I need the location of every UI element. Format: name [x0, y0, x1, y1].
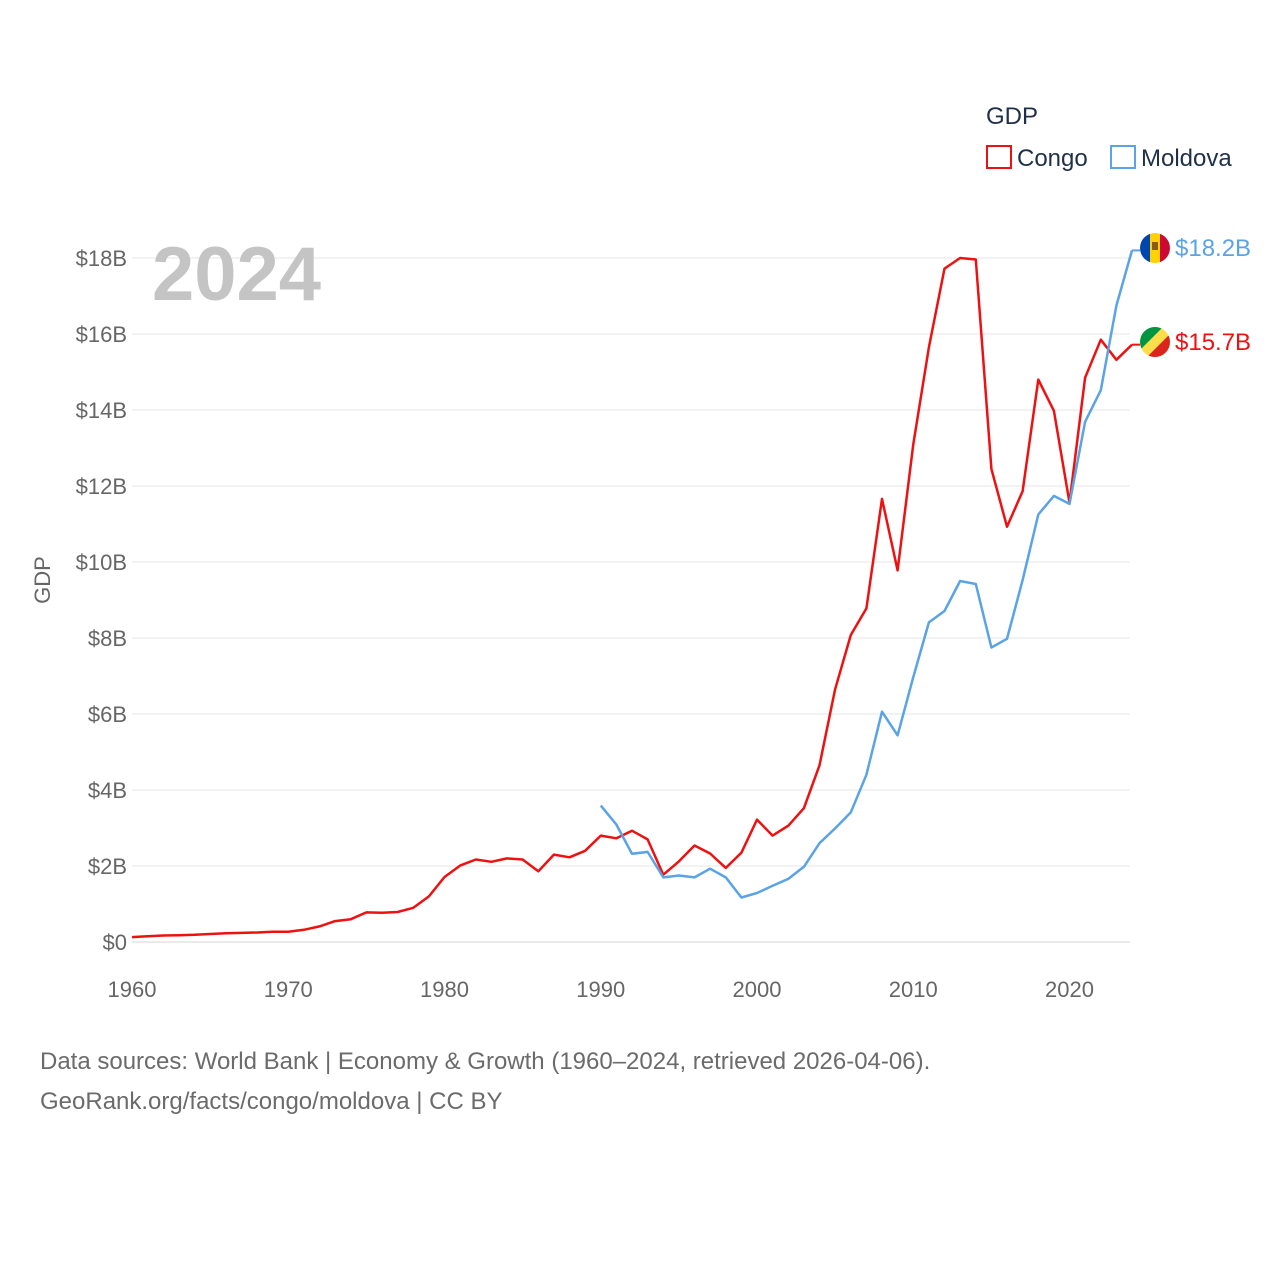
y-tick-label: $10B: [76, 550, 127, 575]
y-axis-ticks: $0 $2B $4B $6B $8B $10B $12B $14B $16B $18B: [76, 246, 127, 955]
series-lines: [131, 249, 1140, 939]
year-label: 2024: [152, 232, 321, 317]
legend-swatch-congo: [986, 145, 1012, 169]
x-tick-label: 1970: [264, 977, 313, 1002]
x-tick-label: 2010: [889, 977, 938, 1002]
y-tick-label: $8B: [88, 626, 127, 651]
y-tick-label: $14B: [76, 398, 127, 423]
y-tick-label: $0: [103, 930, 127, 955]
x-tick-label: 1990: [576, 977, 625, 1002]
source-line-1: Data sources: World Bank | Economy & Gro…: [40, 1048, 931, 1075]
y-tick-label: $2B: [88, 854, 127, 879]
legend-item-moldova[interactable]: Moldova: [1110, 145, 1232, 172]
y-axis-label: GDP: [30, 556, 55, 604]
source-line-2[interactable]: GeoRank.org/facts/congo/moldova | CC BY: [40, 1088, 503, 1115]
y-tick-label: $6B: [88, 702, 127, 727]
x-axis-ticks: 1960 1970 1980 1990 2000 2010 2020: [108, 977, 1094, 1002]
source-note: Data sources: World Bank | Economy & Gro…: [40, 1042, 930, 1122]
y-tick-label: $12B: [76, 474, 127, 499]
y-tick-label: $16B: [76, 322, 127, 347]
x-tick-label: 2000: [733, 977, 782, 1002]
legend[interactable]: GDP Congo Moldova: [986, 103, 1232, 172]
legend-item-congo[interactable]: Congo: [986, 145, 1088, 172]
legend-title: GDP: [986, 103, 1038, 130]
series-line-moldova[interactable]: [599, 250, 1134, 899]
end-label-congo: $15.7B: [1175, 329, 1251, 356]
x-tick-label: 1960: [108, 977, 157, 1002]
y-tick-label: $18B: [76, 246, 127, 271]
legend-label-congo: Congo: [1017, 145, 1088, 172]
gdp-chart: $0$2B$4B$6B$8B$10B$12B$14B$16B$18B 1960 1…: [30, 103, 1251, 1002]
congo-flag-icon: [1140, 327, 1170, 357]
legend-swatch-moldova: [1110, 145, 1136, 169]
x-tick-label: 1980: [420, 977, 469, 1002]
series-line-congo[interactable]: [131, 256, 1133, 939]
moldova-flag-icon: [1140, 233, 1170, 263]
x-tick-label: 2020: [1045, 977, 1094, 1002]
end-label-moldova: $18.2B: [1175, 235, 1251, 262]
legend-label-moldova: Moldova: [1141, 145, 1232, 172]
y-tick-label: $4B: [88, 778, 127, 803]
